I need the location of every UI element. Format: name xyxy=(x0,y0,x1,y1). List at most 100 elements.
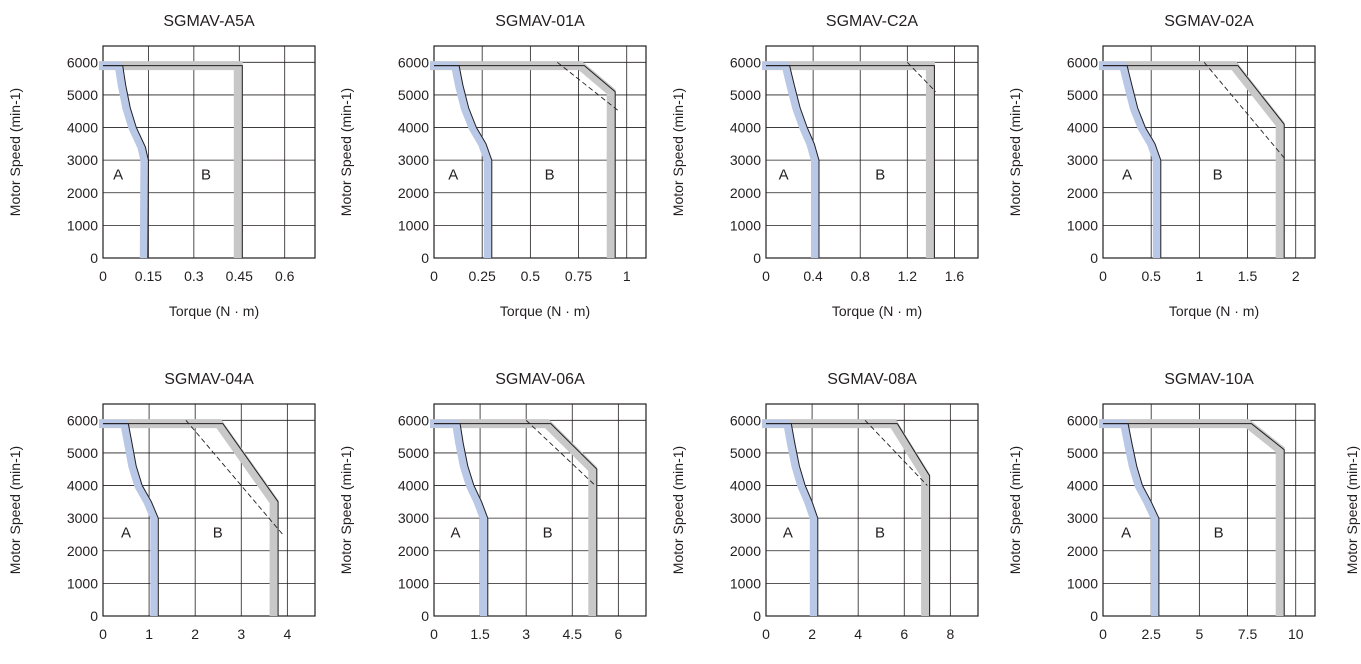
y-tick-label: 6000 xyxy=(1067,412,1098,428)
zone-a-band xyxy=(430,419,488,616)
series-a-line xyxy=(1103,423,1160,616)
dashed-limit-line xyxy=(1203,62,1287,161)
plot-frame xyxy=(102,45,316,259)
y-tick-label: 5000 xyxy=(398,87,429,103)
series-a-line xyxy=(766,65,820,258)
y-tick-label: 5000 xyxy=(1067,445,1098,461)
zone-b-band xyxy=(99,419,279,616)
chart-3: SGMAV-C2A 0 0.4 0.8 1.2 1.6 0 1000 2000 3000 4000 5… xyxy=(670,13,979,319)
y-tick-label: 0 xyxy=(90,250,98,266)
y-tick-label: 4000 xyxy=(730,478,761,494)
y-tick-label: 3000 xyxy=(1067,152,1098,168)
x-tick-label: 0.75 xyxy=(565,268,592,284)
x-tick-label: 10 xyxy=(1288,626,1304,642)
chart-4: SGMAV-02A 0 0.5 1 1.5 2 0 1000 2000 3000 4000 5000 6… xyxy=(1007,13,1316,319)
y-tick-label: 1000 xyxy=(730,575,761,591)
y-tick-label: 5000 xyxy=(67,445,98,461)
zone-label-b: B xyxy=(213,525,223,542)
zone-label-b: B xyxy=(1214,525,1224,542)
zone-a-band xyxy=(1099,61,1161,258)
series-b-line xyxy=(766,423,931,616)
series-a-line xyxy=(766,423,819,616)
x-tick-label: 1 xyxy=(623,268,631,284)
dashed-limit-line xyxy=(864,419,928,486)
y-tick-label: 4000 xyxy=(67,478,98,494)
y-tick-label: 5000 xyxy=(67,87,98,103)
y-tick-label: 4000 xyxy=(398,120,429,136)
x-tick-label: 3 xyxy=(522,626,530,642)
x-tick-label: 0.3 xyxy=(184,268,204,284)
y-tick-label: 3000 xyxy=(67,510,98,526)
y-tick-label: 2000 xyxy=(730,543,761,559)
y-axis-label: Motor Speed (min-1) xyxy=(1007,88,1023,216)
y-axis-label: Motor Speed (min-1) xyxy=(7,88,23,216)
zone-label-a: A xyxy=(121,525,131,542)
chart-title: SGMAV-10A xyxy=(1164,371,1254,388)
y-tick-label: 2000 xyxy=(398,543,429,559)
y-tick-label: 0 xyxy=(753,250,761,266)
zone-label-a: A xyxy=(113,167,123,184)
y-tick-label: 3000 xyxy=(67,152,98,168)
chart-7: SGMAV-08A024680100020003000400050006000T… xyxy=(670,371,979,664)
y-tick-label: 5000 xyxy=(1067,87,1098,103)
zone-a-band xyxy=(762,419,818,616)
y-tick-label: 5000 xyxy=(730,445,761,461)
y-tick-label: 6000 xyxy=(730,412,761,428)
series-b-line xyxy=(1103,65,1285,258)
chart-5: SGMAV-04A012340100020003000400050006000T… xyxy=(7,371,316,664)
series-a-line xyxy=(434,65,493,258)
y-tick-label: 0 xyxy=(1090,608,1098,624)
x-tick-label: 1.5 xyxy=(470,626,490,642)
x-axis-label: Torque (N · m) xyxy=(1169,303,1259,319)
x-tick-label: 4 xyxy=(854,626,862,642)
x-tick-label: 2.5 xyxy=(1141,626,1161,642)
y-tick-label: 3000 xyxy=(398,510,429,526)
y-tick-label: 3000 xyxy=(1067,510,1098,526)
plot-frame xyxy=(102,403,316,617)
chart-1: SGMAV-A5A 0 0.15 0.3 0.45 0.6 0 1000 2000 3000 400… xyxy=(7,13,316,319)
zone-label-b: B xyxy=(1213,167,1223,184)
chart-6: SGMAV-06A 0 1.5 3 4.5 6 0 1000 2000 3000 4000 5000 6… xyxy=(338,371,647,664)
series-b-line xyxy=(434,423,598,616)
plot-frame xyxy=(433,45,647,259)
zone-label-a: A xyxy=(450,525,460,542)
y-tick-label: 4000 xyxy=(398,478,429,494)
y-tick-label: 5000 xyxy=(730,87,761,103)
zone-b-band xyxy=(762,61,935,258)
x-tick-label: 0 xyxy=(762,268,770,284)
y-axis-label: Motor Speed (min-1) xyxy=(670,446,686,574)
chart-title: SGMAV-C2A xyxy=(826,13,919,30)
chart-title: SGMAV-04A xyxy=(164,371,254,388)
plot-frame xyxy=(765,45,979,259)
x-tick-label: 6 xyxy=(900,626,908,642)
y-tick-label: 1000 xyxy=(1067,217,1098,233)
x-tick-label: 0 xyxy=(1099,626,1107,642)
y-tick-label: 3000 xyxy=(398,152,429,168)
y-tick-label: 4000 xyxy=(730,120,761,136)
x-tick-label: 4 xyxy=(283,626,291,642)
zone-label-a: A xyxy=(448,167,458,184)
y-tick-label: 0 xyxy=(421,608,429,624)
zone-label-a: A xyxy=(783,525,793,542)
y-tick-label: 0 xyxy=(90,608,98,624)
zone-label-b: B xyxy=(875,525,885,542)
x-tick-label: 1 xyxy=(145,626,153,642)
x-tick-label: 4.5 xyxy=(563,626,583,642)
x-tick-label: 0 xyxy=(430,268,438,284)
chart-title: SGMAV-A5A xyxy=(163,13,255,30)
chart-8: SGMAV-10A 0 2.5 5 7.5 10 0 1000 2000 3000 4000 5000… xyxy=(1007,371,1316,664)
series-a-line xyxy=(1103,65,1162,258)
zone-label-b: B xyxy=(545,167,555,184)
edge-y-axis-label: Motor Speed (min-1) xyxy=(1344,446,1360,574)
x-tick-label: 0 xyxy=(99,268,107,284)
x-axis-label: Torque (N · m) xyxy=(832,303,922,319)
x-tick-label: 1.6 xyxy=(945,268,965,284)
y-tick-label: 3000 xyxy=(730,152,761,168)
x-tick-label: 0.45 xyxy=(226,268,253,284)
y-axis-label: Motor Speed (min-1) xyxy=(1007,446,1023,574)
plot-frame xyxy=(1102,45,1316,259)
y-tick-label: 1000 xyxy=(730,217,761,233)
plot-frame xyxy=(765,403,979,617)
x-tick-label: 1.5 xyxy=(1238,268,1258,284)
